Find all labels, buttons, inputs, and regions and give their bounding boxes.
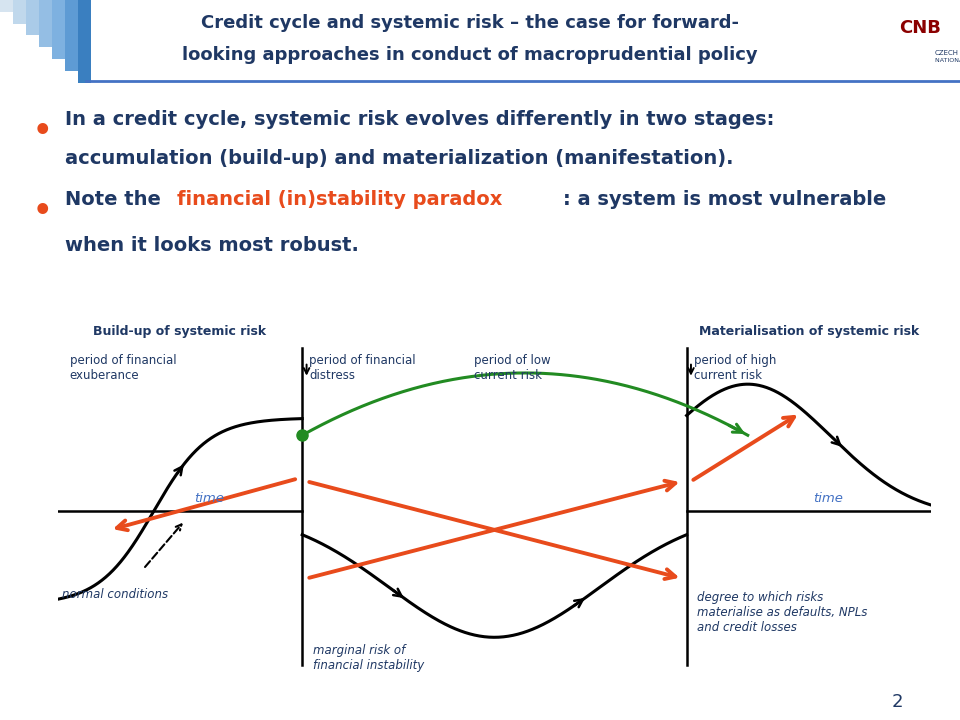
Text: financial (in)stability paradox: financial (in)stability paradox	[177, 190, 502, 210]
Text: period of financial
distress: period of financial distress	[309, 354, 416, 382]
Text: when it looks most robust.: when it looks most robust.	[65, 236, 359, 256]
Bar	[52, 0, 65, 59]
Bar	[13, 0, 26, 24]
Text: period of financial
exuberance: period of financial exuberance	[70, 354, 177, 382]
Bar	[0, 0, 13, 12]
Text: Materialisation of systemic risk: Materialisation of systemic risk	[699, 325, 919, 338]
Bar	[26, 0, 39, 35]
Text: looking approaches in conduct of macroprudential policy: looking approaches in conduct of macropr…	[182, 46, 757, 64]
Text: •: •	[33, 197, 52, 226]
Text: marginal risk of
financial instability: marginal risk of financial instability	[313, 644, 424, 672]
Text: time: time	[813, 492, 844, 505]
Bar	[78, 0, 91, 83]
Text: degree to which risks
materialise as defaults, NPLs
and credit losses: degree to which risks materialise as def…	[697, 590, 868, 634]
Text: accumulation (build-up) and materialization (manifestation).: accumulation (build-up) and materializat…	[65, 149, 733, 168]
Text: 2: 2	[892, 693, 903, 711]
Bar	[65, 0, 78, 71]
Text: time: time	[194, 492, 225, 505]
Text: In a credit cycle, systemic risk evolves differently in two stages:: In a credit cycle, systemic risk evolves…	[65, 109, 775, 129]
Text: Build-up of systemic risk: Build-up of systemic risk	[93, 325, 267, 338]
Text: •: •	[33, 117, 52, 145]
Text: NATIONAL BANK: NATIONAL BANK	[935, 58, 960, 63]
Text: : a system is most vulnerable: : a system is most vulnerable	[563, 190, 886, 210]
Bar	[39, 0, 52, 48]
Text: period of low
current risk: period of low current risk	[473, 354, 550, 382]
Text: normal conditions: normal conditions	[62, 588, 168, 600]
Text: Note the: Note the	[65, 190, 168, 210]
Text: period of high
current risk: period of high current risk	[693, 354, 776, 382]
Text: Credit cycle and systemic risk – the case for forward-: Credit cycle and systemic risk – the cas…	[201, 14, 739, 32]
Text: CNB: CNB	[900, 19, 941, 37]
Text: CZECH: CZECH	[935, 50, 959, 56]
